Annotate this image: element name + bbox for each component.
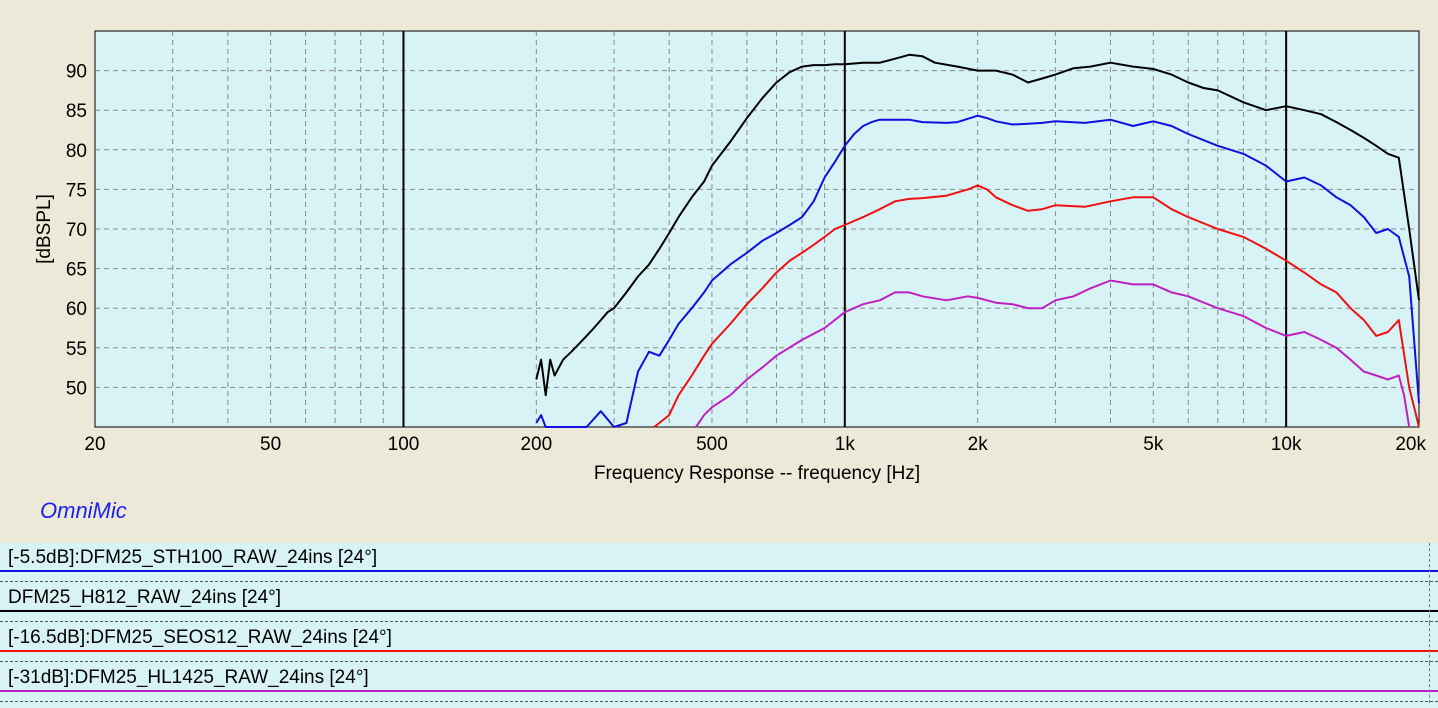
legend-item[interactable]: DFM25_H812_RAW_24ins [24°] bbox=[0, 583, 1438, 623]
y-tick-label: 80 bbox=[66, 141, 87, 162]
x-tick-label: 500 bbox=[696, 434, 728, 455]
x-tick-label: 1k bbox=[835, 434, 856, 455]
legend-item[interactable]: [-5.5dB]:DFM25_STH100_RAW_24ins [24°] bbox=[0, 543, 1438, 583]
legend-label-sth100: [-5.5dB]:DFM25_STH100_RAW_24ins [24°] bbox=[8, 547, 378, 568]
legend-divider bbox=[0, 661, 1438, 662]
x-tick-label: 20 bbox=[84, 434, 105, 455]
legend-item[interactable]: [-16.5dB]:DFM25_SEOS12_RAW_24ins [24°] bbox=[0, 623, 1438, 663]
legend-swatch-h812 bbox=[0, 610, 1438, 612]
y-axis-ticks: 50 55 60 65 70 75 80 85 90 bbox=[66, 62, 87, 400]
omnimic-brand: OmniMic bbox=[40, 498, 127, 523]
series-line-2 bbox=[653, 184, 1420, 428]
frequency-response-chart: 50 55 60 65 70 75 80 85 90 20 50 100 200 500 1k 2k 5k 10… bbox=[34, 30, 1426, 484]
x-tick-label: 2k bbox=[968, 434, 989, 455]
legend-edge bbox=[1429, 663, 1430, 703]
legend-label-seos12: [-16.5dB]:DFM25_SEOS12_RAW_24ins [24°] bbox=[8, 627, 392, 648]
y-tick-label: 85 bbox=[66, 101, 87, 122]
legend-edge bbox=[1429, 543, 1430, 583]
x-tick-label: 50 bbox=[260, 434, 281, 455]
legend-edge bbox=[1429, 623, 1430, 663]
x-tick-label: 10k bbox=[1271, 434, 1302, 455]
legend-swatch-seos12 bbox=[0, 650, 1438, 652]
legend-item[interactable]: [-31dB]:DFM25_HL1425_RAW_24ins [24°] bbox=[0, 663, 1438, 703]
legend-swatch-hl1425 bbox=[0, 690, 1438, 692]
y-axis-label: [dBSPL] bbox=[34, 194, 55, 264]
x-tick-label: 200 bbox=[520, 434, 552, 455]
x-tick-label: 5k bbox=[1143, 434, 1164, 455]
legend-divider bbox=[0, 581, 1438, 582]
legend-label-hl1425: [-31dB]:DFM25_HL1425_RAW_24ins [24°] bbox=[8, 667, 369, 688]
y-tick-label: 75 bbox=[66, 180, 87, 201]
legend-panel: [-5.5dB]:DFM25_STH100_RAW_24ins [24°] DF… bbox=[0, 543, 1438, 708]
legend-edge bbox=[1429, 583, 1430, 623]
legend-divider bbox=[0, 621, 1438, 622]
y-tick-label: 70 bbox=[66, 220, 87, 241]
series-line-3 bbox=[695, 279, 1411, 428]
x-axis-ticks: 20 50 100 200 500 1k 2k 5k 10k 20k bbox=[84, 434, 1426, 455]
y-tick-label: 50 bbox=[66, 378, 87, 399]
x-tick-label: 100 bbox=[388, 434, 420, 455]
series-line-1 bbox=[535, 53, 1420, 397]
x-tick-label: 20k bbox=[1395, 434, 1426, 455]
grid bbox=[95, 31, 1419, 427]
legend-label-h812: DFM25_H812_RAW_24ins [24°] bbox=[8, 587, 282, 608]
series-group bbox=[535, 53, 1420, 428]
legend-divider bbox=[0, 701, 1438, 702]
y-tick-label: 55 bbox=[66, 339, 87, 360]
x-axis-label: Frequency Response -- frequency [Hz] bbox=[594, 463, 920, 484]
y-tick-label: 60 bbox=[66, 299, 87, 320]
legend-swatch-sth100 bbox=[0, 570, 1438, 572]
y-tick-label: 65 bbox=[66, 260, 87, 281]
y-tick-label: 90 bbox=[66, 62, 87, 83]
series-line-0 bbox=[535, 114, 1420, 428]
